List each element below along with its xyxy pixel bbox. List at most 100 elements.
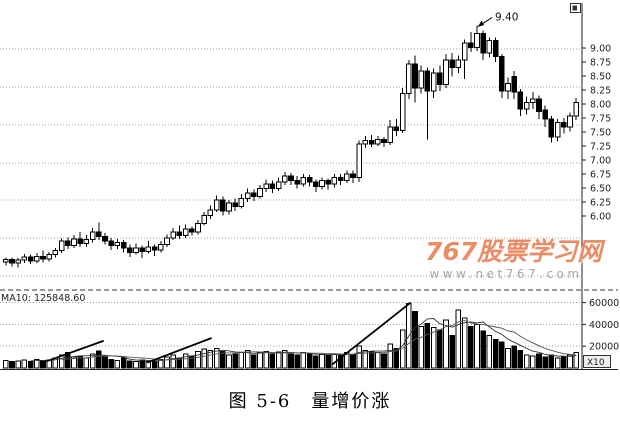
candle-body [344, 173, 350, 182]
volume-bar [561, 356, 567, 369]
candle-body [9, 259, 15, 264]
candle-body [176, 231, 183, 237]
candle-body [71, 238, 77, 247]
candle-body [139, 247, 145, 252]
volume-bar [523, 354, 530, 369]
price-axis-label: 6.50 [590, 184, 611, 195]
candle-body [362, 139, 369, 145]
volume-bar [437, 329, 443, 369]
volume-bar [114, 359, 121, 369]
volume-axis-label: 60000 [589, 298, 619, 309]
volume-bar [15, 360, 21, 369]
volume-bar [300, 352, 307, 369]
volume-bar [480, 330, 486, 369]
volume-bar [133, 360, 139, 369]
candle-body [480, 32, 486, 54]
volume-bar [102, 356, 108, 369]
volume-bar [350, 353, 356, 369]
candle-body [127, 247, 133, 253]
volume-bar [455, 309, 462, 369]
volume-bar [474, 323, 480, 369]
volume-bar [567, 354, 573, 369]
volume-bar [27, 360, 34, 369]
volume-layer [3, 303, 580, 369]
volume-bar [387, 343, 393, 369]
volume-bar [430, 327, 437, 369]
candle-body [387, 126, 393, 144]
price-axis-label: 9.00 [590, 44, 611, 55]
volume-bar [170, 354, 176, 369]
candle-body [294, 180, 300, 185]
candle-body [393, 126, 400, 131]
annotation-arrowhead [478, 20, 484, 27]
volume-bar [461, 317, 468, 369]
volume-bar [108, 358, 115, 369]
candle-body [536, 98, 542, 112]
candle-body [499, 55, 505, 92]
volume-bar [195, 351, 201, 369]
window-restore-icon[interactable] [570, 3, 581, 13]
candle-body [120, 241, 127, 249]
price-axis-label: 8.75 [590, 58, 611, 69]
volume-bar [381, 353, 387, 369]
volume-bar [418, 326, 424, 369]
candle-body [34, 255, 40, 262]
volume-bar [34, 358, 40, 369]
candle-body [505, 82, 511, 92]
price-axis-label: 7.50 [590, 128, 611, 139]
volume-bar [294, 354, 300, 369]
candle-body [554, 121, 561, 138]
volume-ma-line [61, 320, 577, 361]
volume-bar [530, 355, 536, 369]
candle-body [412, 63, 418, 89]
candle-body [424, 70, 431, 92]
volume-bar [3, 359, 9, 369]
candle-body [77, 238, 84, 244]
volume-bar [511, 345, 517, 369]
volume-bar [468, 326, 474, 369]
volume-unit-box: X10 [583, 355, 611, 368]
candle-body [220, 199, 226, 212]
candle-body [182, 228, 189, 237]
candle-body [406, 63, 412, 94]
volume-bar [492, 339, 499, 369]
volume-bar [499, 341, 505, 369]
volume-bar [96, 350, 102, 369]
candle-body [511, 76, 517, 93]
volume-bar [517, 350, 524, 369]
candle-body [58, 240, 65, 252]
candle-body [195, 222, 201, 233]
volume-bar [83, 357, 90, 369]
volume-bar [548, 354, 555, 369]
price-axis-label: 6.25 [590, 198, 611, 209]
candlestick-layer [3, 25, 580, 268]
candle-body [561, 121, 567, 128]
candle-body [263, 183, 269, 190]
volume-axis-label: 20000 [589, 342, 619, 353]
candle-body [40, 255, 46, 260]
candle-body [430, 72, 437, 92]
volume-bar [505, 347, 511, 369]
volume-bar [275, 351, 282, 369]
candle-body [46, 254, 53, 260]
volume-bar [573, 352, 580, 369]
volume-bar [554, 357, 561, 369]
candle-body [455, 59, 462, 69]
candle-body [170, 231, 176, 239]
candle-body [52, 250, 59, 256]
gridlines [0, 48, 581, 347]
candle-body [474, 32, 480, 48]
candle-body [399, 92, 406, 131]
figure-caption: 图 5-6 量增价涨 [228, 391, 392, 412]
volume-bar [449, 334, 455, 369]
candle-body [325, 180, 331, 185]
candle-body [375, 138, 381, 145]
candle-body [238, 198, 245, 207]
candle-body [114, 241, 121, 247]
candle-body [331, 176, 338, 185]
candle-body [244, 192, 251, 200]
volume-bar [164, 356, 170, 369]
volume-unit-label: X10 [587, 358, 605, 368]
volume-bar [362, 350, 369, 369]
